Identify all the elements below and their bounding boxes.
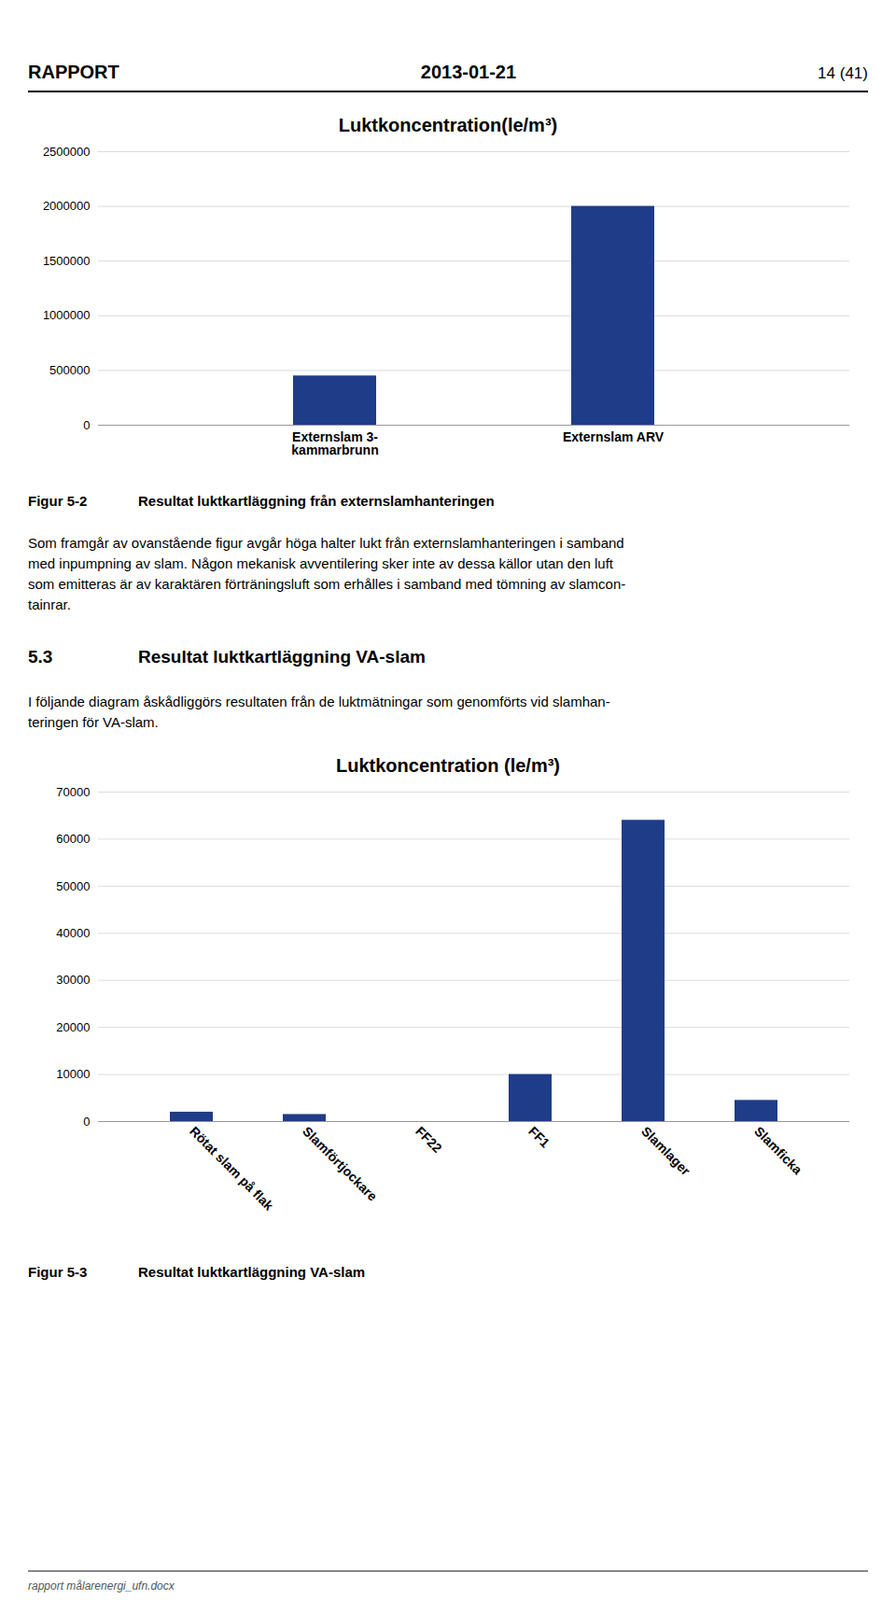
svg-text:40000: 40000 (56, 925, 90, 940)
svg-text:1000000: 1000000 (42, 308, 91, 322)
svg-text:30000: 30000 (56, 972, 90, 987)
html-text:Luktkoncentration (le/m³): Luktkoncentration (le/m³) (336, 755, 560, 776)
svg-text:Slamlager: Slamlager (638, 1122, 694, 1178)
html-text:Resultat luktkartläggning VA-s: Resultat luktkartläggning VA-slam (138, 1263, 366, 1280)
html-text:14 (41): 14 (41) (817, 64, 868, 83)
html-text:Som framgår av ovanstående fig: Som framgår av ovanstående figur avgår h… (28, 534, 625, 551)
svg-text:20000: 20000 (56, 1020, 90, 1035)
html-text:rapport målarenergi_ufn.docx: rapport målarenergi_ufn.docx (28, 1579, 175, 1593)
svg-text:Slamförtjockare: Slamförtjockare (299, 1122, 380, 1204)
svg-text:0: 0 (83, 1114, 90, 1129)
svg-text:FF1: FF1 (525, 1122, 553, 1150)
svg-text:Externslam ARV: Externslam ARV (562, 429, 665, 445)
svg-text:1500000: 1500000 (42, 253, 91, 268)
svg-text:2000000: 2000000 (42, 198, 91, 213)
html-text:Figur 5-2: Figur 5-2 (28, 492, 88, 509)
svg-text:70000: 70000 (56, 784, 90, 799)
html-text:teringen för VA-slam.: teringen för VA-slam. (28, 714, 159, 730)
html-text:Luktkoncentration(le/m³): Luktkoncentration(le/m³) (338, 114, 558, 136)
svg-text:Slamficka: Slamficka (751, 1122, 806, 1177)
svg-text:FF22: FF22 (412, 1122, 446, 1156)
html-text:tainrar.: tainrar. (28, 596, 71, 613)
svg-text:500000: 500000 (49, 363, 90, 378)
html-text:I följande diagram åskådliggör: I följande diagram åskådliggörs resultat… (28, 693, 611, 710)
svg-text:2500000: 2500000 (42, 144, 91, 159)
svg-text:60000: 60000 (56, 831, 90, 846)
html-text:Resultat luktkartläggning VA-s: Resultat luktkartläggning VA-slam (138, 646, 426, 667)
svg-text:Rötat slam på flak: Rötat slam på flak (186, 1122, 277, 1213)
svg-text:10000: 10000 (56, 1066, 90, 1081)
html-text:som emitteras är av karaktären: som emitteras är av karaktären förtränin… (28, 575, 626, 592)
svg-text:0: 0 (83, 418, 90, 433)
html-text:med inpumpning av slam. Någon: med inpumpning av slam. Någon mekanisk a… (28, 555, 614, 572)
html-text:5.3: 5.3 (28, 646, 53, 667)
svg-text:Externslam 3-kammarbrunn: Externslam 3-kammarbrunn (291, 429, 378, 458)
svg-text:50000: 50000 (56, 879, 90, 894)
html-text:RAPPORT: RAPPORT (28, 61, 120, 83)
html-text:Figur 5-3: Figur 5-3 (28, 1263, 88, 1280)
html-text:Resultat luktkartläggning från: Resultat luktkartläggning från externsla… (138, 492, 495, 509)
html-text:2013-01-21: 2013-01-21 (420, 61, 517, 83)
